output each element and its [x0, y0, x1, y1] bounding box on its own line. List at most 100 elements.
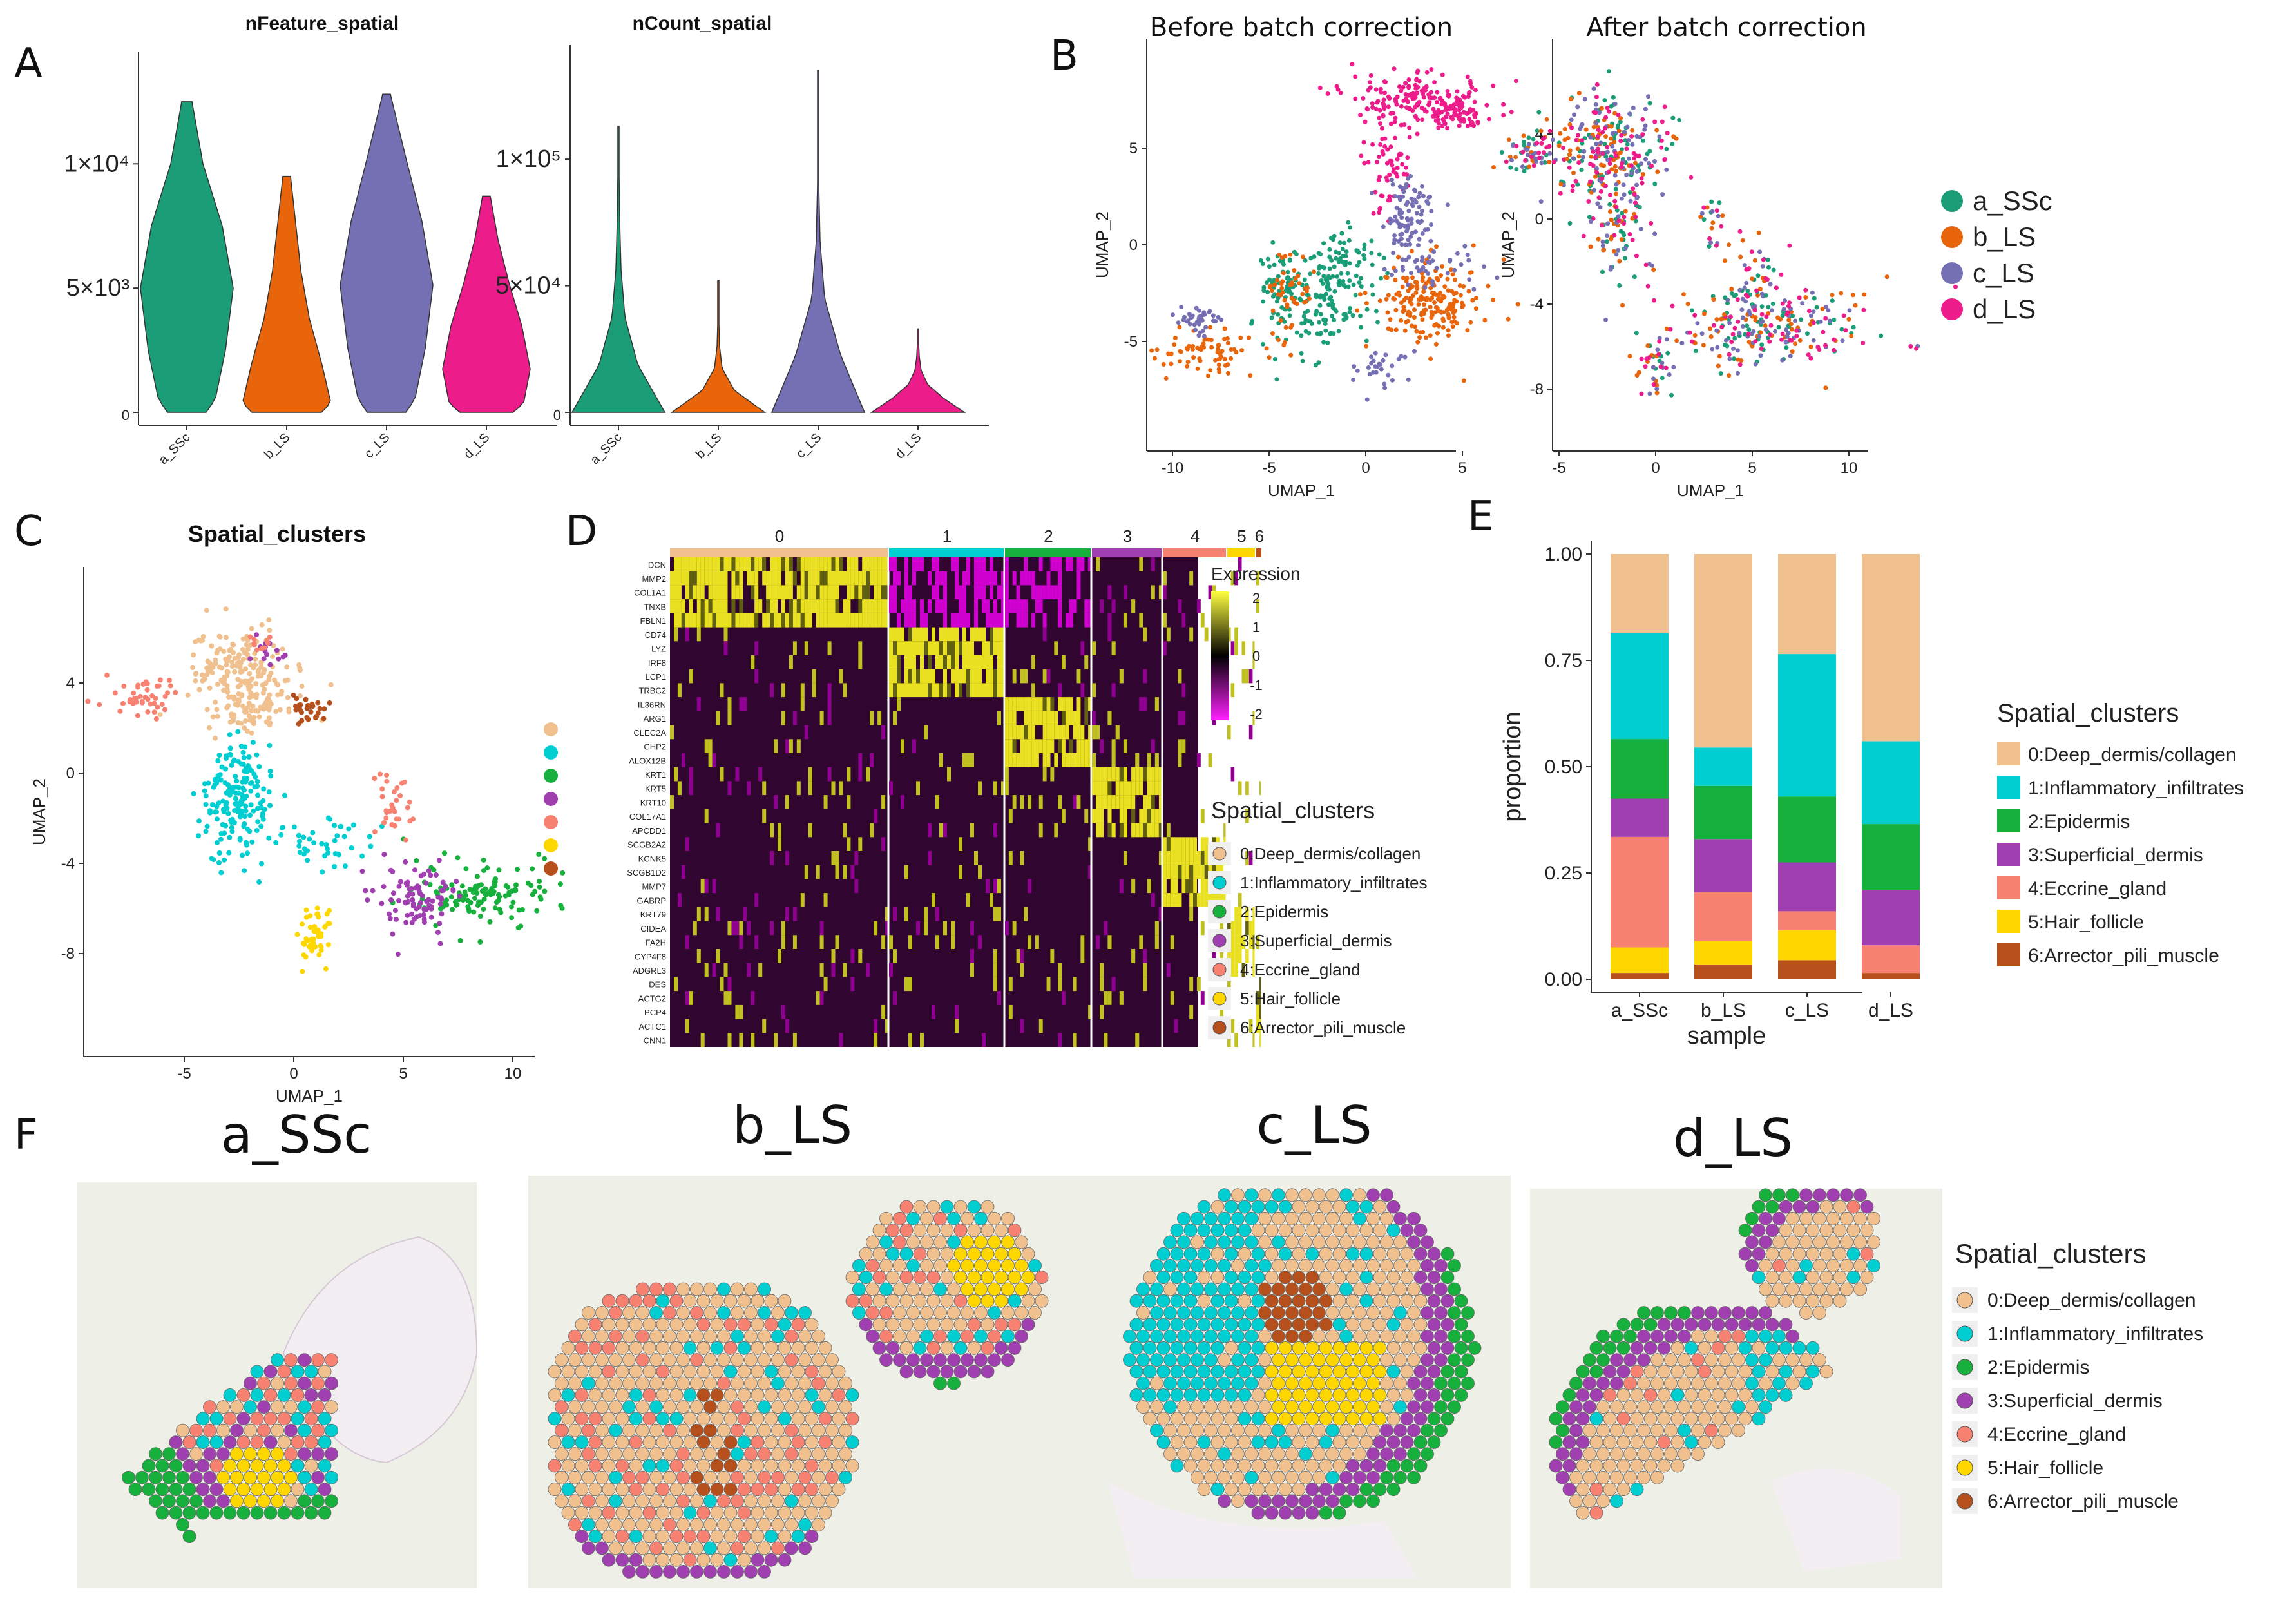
umap-point	[1304, 289, 1309, 294]
heatmap-cell	[819, 613, 824, 628]
umap-point	[222, 780, 228, 786]
heatmap-cell	[1024, 613, 1028, 628]
umap-point	[1359, 284, 1364, 289]
umap-point	[1400, 265, 1405, 270]
umap-point	[247, 678, 253, 684]
umap-point	[258, 704, 263, 710]
umap-point	[1547, 128, 1553, 133]
legend-label: 2:Epidermis	[1240, 902, 1328, 921]
umap-point	[1770, 302, 1775, 306]
spot-b-ls	[609, 1447, 622, 1461]
umap-point	[459, 883, 465, 889]
heatmap-cell	[1042, 627, 1047, 642]
heatmap-cell	[908, 669, 912, 684]
x-tick-label: d_LS	[1868, 1000, 1913, 1021]
heatmap-cell	[1158, 823, 1163, 838]
heatmap-cell	[1058, 599, 1062, 613]
umap-point	[1261, 288, 1267, 293]
umap-point	[1378, 362, 1383, 367]
spot-b-ls	[690, 1541, 703, 1555]
umap-point	[1763, 327, 1768, 332]
umap-point	[1300, 358, 1305, 363]
umap-point	[1427, 100, 1432, 105]
heatmap-cell	[747, 613, 751, 628]
umap-point	[235, 729, 241, 734]
umap-point	[534, 908, 540, 914]
heatmap-cell	[897, 697, 901, 711]
heatmap-cell	[1069, 739, 1073, 753]
umap-point	[416, 885, 422, 890]
bar-segment-c_LS	[1778, 654, 1836, 797]
umap-point	[1213, 319, 1218, 323]
spot-a-ssc	[271, 1470, 284, 1484]
spot-b-ls	[717, 1518, 731, 1531]
violin-a_SSc	[571, 126, 666, 413]
spot-b-ls	[588, 1506, 602, 1520]
umap-point	[227, 732, 233, 738]
umap-point	[1277, 252, 1282, 257]
spot-b-ls	[839, 1470, 852, 1484]
spot-b-ls	[825, 1400, 839, 1414]
umap-point	[1788, 354, 1793, 359]
heatmap-cell	[1058, 725, 1062, 740]
spot-b-ls	[731, 1541, 744, 1555]
heatmap-cell	[1058, 977, 1062, 992]
spot-b-ls	[1021, 1247, 1035, 1261]
heatmap-cell	[704, 809, 709, 823]
umap-point	[1429, 222, 1433, 227]
umap-point	[1763, 293, 1768, 298]
umap-point	[167, 678, 172, 683]
umap-point	[1439, 273, 1443, 278]
spot-b-ls	[582, 1353, 595, 1367]
heatmap-cell	[1147, 767, 1151, 782]
heatmap-cell	[816, 599, 820, 613]
heatmap-cell	[758, 599, 763, 613]
spot-b-ls	[649, 1494, 663, 1508]
heatmap-cell	[854, 557, 859, 571]
spot-b-ls	[967, 1247, 981, 1261]
spot-b-ls	[575, 1483, 589, 1497]
umap-point	[214, 803, 220, 809]
umap-point	[1369, 354, 1374, 360]
heatmap-cell	[1135, 1033, 1140, 1047]
umap-point	[427, 881, 433, 887]
heatmap-cell	[831, 781, 836, 796]
spot-b-ls	[737, 1365, 751, 1379]
heatmap-cell	[997, 585, 1001, 600]
spot-b-ls	[940, 1224, 954, 1237]
umap-point	[1178, 359, 1182, 364]
umap-point	[1722, 312, 1727, 317]
heatmap-cell	[935, 557, 939, 571]
heatmap-cell	[762, 781, 767, 796]
umap-point	[1344, 249, 1349, 254]
spot-b-ls	[710, 1506, 724, 1520]
umap-point	[1757, 334, 1762, 339]
umap-point	[1417, 269, 1422, 274]
umap-point	[1662, 157, 1667, 162]
umap-point	[1421, 193, 1426, 198]
heatmap-cell	[901, 641, 904, 655]
heatmap-cell	[743, 613, 747, 628]
heatmap-cell	[1008, 977, 1013, 992]
umap-point	[1482, 318, 1488, 323]
heatmap-cell	[932, 557, 935, 571]
heatmap-cell	[739, 585, 743, 600]
legend-swatch-2	[1212, 905, 1227, 919]
umap-point	[1547, 151, 1553, 156]
heatmap-cell	[1147, 781, 1151, 796]
umap-point	[1384, 175, 1389, 180]
heatmap-cell	[1131, 949, 1136, 963]
heatmap-cell	[685, 571, 689, 586]
umap-point	[1216, 347, 1221, 351]
heatmap-cell	[1028, 739, 1032, 753]
umap-point	[1640, 180, 1645, 186]
heatmap-cell	[1170, 851, 1174, 865]
umap-point	[1737, 331, 1742, 336]
heatmap-cell	[839, 571, 843, 586]
umap-point	[395, 952, 401, 957]
heatmap-cell	[962, 599, 966, 613]
umap-point	[234, 778, 240, 784]
umap-point	[1225, 341, 1230, 346]
heatmap-cell	[850, 585, 855, 600]
spot-b-ls	[710, 1294, 724, 1308]
